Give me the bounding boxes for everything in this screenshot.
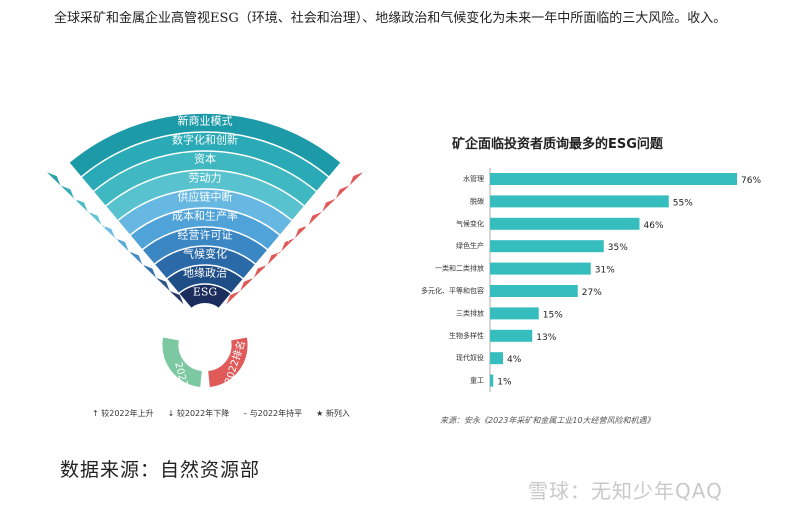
category-label: 气候变化 [456,219,484,228]
category-label: 一类和二类排放 [435,264,484,273]
rank-2023-label: 4 [126,249,132,259]
fan-band-label: 新商业模式 [178,114,233,128]
rank-2023-label: 1 [165,291,171,301]
rank-2022-step [294,224,309,239]
value-label: 13% [536,333,556,343]
watermark: 雪球：无知少年QAQ [528,479,723,503]
legend-down: ↓ 较2022年下降 [167,409,230,418]
bar [490,352,503,365]
fan-band-label: 资本 [194,152,216,166]
legend-up: ↑ 较2022年上升 [92,409,154,418]
value-label: 76% [741,176,761,186]
rank-2022-step [226,290,241,305]
value-label: 46% [644,221,664,231]
rank-2022-label: ↑8 [313,207,327,217]
rank-2022-label: ↓7 [339,179,352,189]
source-note: 来源：安永《2023年采矿和金属工业10大经营风险和机遇》 [440,416,655,425]
value-label: 35% [608,243,628,253]
rank-2022-step [281,238,295,252]
data-source-caption: 数据来源：自然资源部 [60,459,261,481]
rank-2023-step [169,290,184,305]
fan-band-label: ESG [193,286,217,299]
fan-band-label: 成本和生产率 [172,209,238,223]
category-label: 生物多样性 [449,331,484,340]
rank-2023-step [142,264,157,278]
legend-down-label: 较2022年下降 [176,409,230,418]
rank-2023-label: 5 [113,235,119,245]
bar [490,195,669,208]
fan-band-label: 经营许可证 [178,228,233,242]
legend-up-label: 较2022年上升 [101,409,154,418]
rank-2022-label: ↓5 [326,193,339,203]
category-label: 绿色生产 [456,241,484,250]
rank-2022-label: ↓3 [275,249,288,259]
rank-2023-step [156,277,170,291]
fan-band-label: 劳动力 [189,172,222,185]
bar [490,307,539,320]
rank-2022-step [308,211,323,225]
rank-2023-label: 10 [45,165,57,175]
rank-2023-step [115,238,129,252]
bar [490,240,604,253]
legend-new-label: 新列入 [325,409,350,418]
rank-2023-label: 9 [61,179,67,189]
fan-band-label: 地缘政治 [183,266,227,280]
rank-2022-label: – [240,291,245,301]
fan-band-label: 数字化和创新 [172,133,238,147]
fan-band-label: 供应链中断 [178,190,233,204]
rank-2023-label: 2 [152,277,158,287]
rank-2022-label: ↑10 [285,235,304,245]
category-label: 童工 [470,376,484,385]
rank-2022-step [349,172,364,186]
value-label: 31% [595,266,615,276]
rank-2023-label: 6 [100,221,106,231]
fan-band-label: 气候变化 [183,247,227,261]
rank-2023-step [74,198,88,212]
bar [490,217,640,230]
rank-2023-label: 7 [87,207,93,217]
value-label: 4% [507,355,522,365]
rank-2023-label: 3 [139,263,145,273]
legend-flat: – 与2022年持平 [243,409,303,418]
bar-chart-title: 矿企面临投资者质询最多的ESG问题 [452,137,663,152]
bar [490,329,533,342]
category-label: 现代奴役 [456,353,484,362]
value-label: 15% [543,310,563,320]
rank-2023-step [87,211,102,225]
legend-new: ★ 新列入 [316,409,350,418]
legend-flat-label: 与2022年持平 [249,409,303,418]
category-label: 多元化、平等和包容 [421,286,484,295]
value-label: 1% [497,378,512,388]
rank-2023-step [101,224,116,239]
bar [490,285,578,297]
value-label: 27% [582,288,602,298]
value-label: 55% [673,198,693,208]
intro-paragraph: 全球采矿和金属企业高管视ESG（环境、社会和治理）、地缘政治和气候变化为未来一年… [54,11,727,26]
rank-2022-step [240,277,254,291]
fan-hub [183,303,227,347]
rank-2022-label: ↓9 [352,165,366,175]
rank-2022-step [322,198,336,212]
bar [490,173,737,185]
rank-2023-label: 8 [74,193,80,203]
rank-2023-step [128,251,143,265]
label-2022-arc [207,337,248,387]
label-2023-arc [162,337,203,387]
category-label: 三类排放 [456,308,484,317]
esg-bar-chart: 水管理 76% 脱碳 55% 气候变化 46% 绿色生产 35% 一类和二类排放 31% 多元化、平… [421,168,761,392]
rank-2022-label: ↓2 [249,277,262,287]
bar [490,262,591,275]
category-label: 脱碳 [470,196,484,205]
rank-2022-label: ↑4 [262,263,276,273]
category-label: 水管理 [463,174,484,183]
rank-2022-step [253,264,268,278]
rank-2022-step [267,251,282,265]
fan-legend: ↑ 较2022年上升 ↓ 较2022年下降 – 与2022年持平 ★ 新列入 [92,408,350,419]
rank-2022-label: ★ [303,221,311,231]
bar [490,374,494,387]
